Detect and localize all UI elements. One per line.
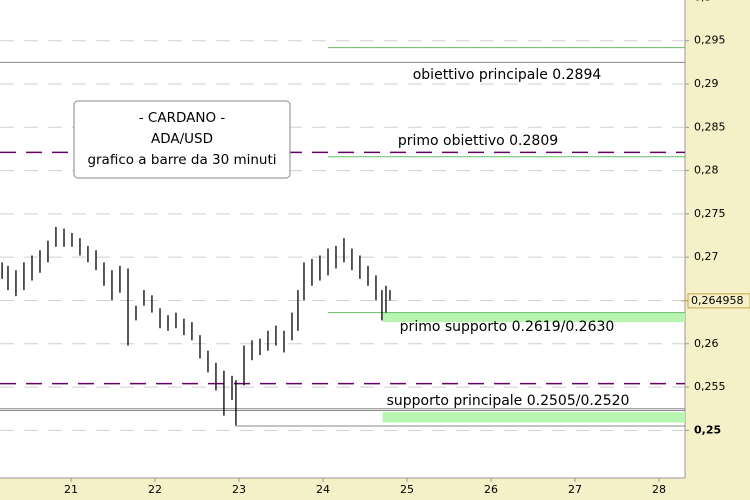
x-tick-label: 25 bbox=[400, 483, 414, 496]
x-tick-label: 21 bbox=[64, 483, 78, 496]
annotation: primo supporto 0.2619/0.2630 bbox=[400, 319, 615, 335]
y-tick-label: 0,295 bbox=[694, 34, 726, 47]
annotation: obiettivo principale 0.2894 bbox=[413, 67, 602, 83]
y-tick-label: 0,26 bbox=[694, 337, 719, 350]
y-tick-label: 0,28 bbox=[694, 164, 719, 177]
y-tick-label: 0,285 bbox=[694, 120, 726, 133]
title-line: grafico a barre da 30 minuti bbox=[87, 152, 276, 168]
x-tick-label: 26 bbox=[484, 483, 498, 496]
title-line: ADA/USD bbox=[151, 131, 213, 147]
x-tick-label: 23 bbox=[232, 483, 246, 496]
x-tick-label: 28 bbox=[652, 483, 666, 496]
y-tick-label: 0,29 bbox=[694, 77, 719, 90]
y-tick-label: 0,255 bbox=[694, 380, 726, 393]
y-tick-label: 0,27 bbox=[694, 250, 719, 263]
y-axis-panel bbox=[685, 0, 750, 500]
y-tick-label: 0,25 bbox=[694, 423, 721, 436]
x-axis-panel bbox=[0, 478, 750, 500]
annotation: supporto principale 0.2505/0.2520 bbox=[387, 393, 630, 409]
support-band bbox=[382, 412, 685, 423]
last-price-label: 0,264958 bbox=[691, 294, 744, 307]
y-tick-label: 0,3 bbox=[694, 0, 712, 3]
support-band bbox=[382, 312, 685, 323]
annotation: primo obiettivo 0.2809 bbox=[398, 133, 558, 149]
x-tick-label: 22 bbox=[148, 483, 162, 496]
x-tick-label: 27 bbox=[568, 483, 582, 496]
x-tick-label: 24 bbox=[316, 483, 330, 496]
title-line: - CARDANO - bbox=[139, 110, 226, 126]
title-box bbox=[73, 100, 291, 179]
y-tick-label: 0,275 bbox=[694, 207, 726, 220]
